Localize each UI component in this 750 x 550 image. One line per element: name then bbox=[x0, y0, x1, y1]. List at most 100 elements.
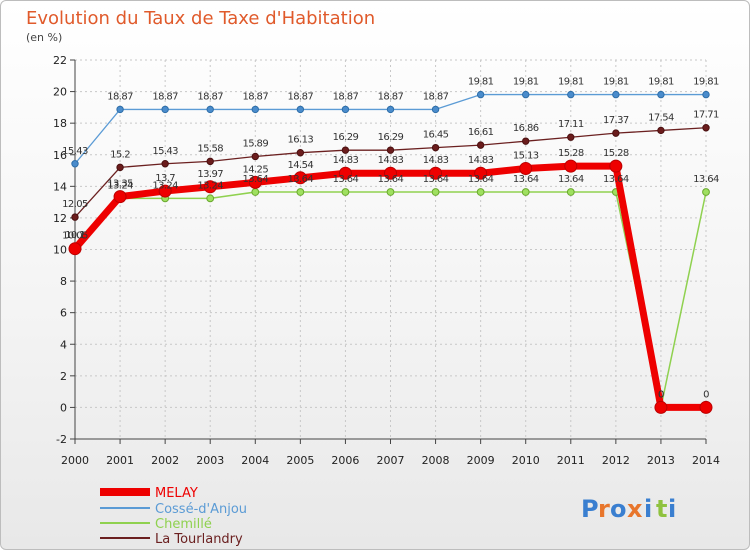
x-tick-label: 2002 bbox=[151, 454, 179, 467]
data-point bbox=[116, 163, 124, 172]
data-label: 13.64 bbox=[513, 174, 539, 185]
data-label: 13.97 bbox=[197, 169, 223, 180]
data-label: 17.37 bbox=[603, 115, 629, 126]
data-label: 15.89 bbox=[242, 138, 268, 149]
data-label: 13.24 bbox=[197, 180, 223, 191]
data-point bbox=[161, 105, 169, 114]
x-tick-label: 2007 bbox=[377, 454, 405, 467]
x-tick-label: 2008 bbox=[422, 454, 450, 467]
data-point bbox=[113, 190, 127, 204]
data-point bbox=[386, 188, 395, 196]
data-label: 14.54 bbox=[288, 160, 314, 171]
chart-title: Evolution du Taux de Taxe d'Habitation bbox=[26, 8, 375, 29]
data-label: 16.61 bbox=[468, 127, 494, 138]
data-point bbox=[296, 105, 305, 114]
data-label: 0 bbox=[703, 389, 709, 400]
y-tick-label: 8 bbox=[60, 275, 67, 288]
y-tick-label: 18 bbox=[53, 117, 67, 130]
data-label: 15.28 bbox=[558, 148, 584, 159]
data-point bbox=[341, 146, 350, 154]
data-point bbox=[429, 166, 443, 180]
data-label: 13.64 bbox=[378, 174, 404, 185]
logo-letter: r bbox=[598, 495, 610, 523]
data-label: 19.81 bbox=[648, 77, 674, 88]
data-label: 14.83 bbox=[333, 155, 359, 166]
data-point bbox=[566, 188, 575, 196]
y-tick-label: 22 bbox=[53, 54, 67, 67]
data-label: 18.87 bbox=[333, 91, 359, 102]
y-tick-label: 12 bbox=[53, 212, 67, 225]
data-point bbox=[203, 180, 217, 194]
data-label: 15.58 bbox=[197, 143, 223, 154]
data-point bbox=[474, 166, 488, 180]
data-label: 14.83 bbox=[468, 155, 494, 166]
x-tick-label: 2011 bbox=[557, 454, 585, 467]
data-label: 13.24 bbox=[107, 180, 133, 191]
data-point bbox=[206, 105, 214, 114]
data-point bbox=[68, 242, 82, 256]
data-point bbox=[521, 188, 530, 196]
data-point bbox=[386, 105, 395, 114]
data-label: 14.83 bbox=[423, 155, 449, 166]
data-label: 13.64 bbox=[558, 174, 584, 185]
data-label: 12.05 bbox=[62, 199, 88, 210]
data-label: 15.13 bbox=[513, 150, 539, 161]
x-tick-label: 2003 bbox=[196, 454, 224, 467]
data-label: 13.7 bbox=[155, 173, 175, 184]
data-point bbox=[476, 141, 485, 149]
data-label: 18.87 bbox=[197, 91, 223, 102]
data-point bbox=[609, 159, 623, 173]
data-point bbox=[206, 194, 215, 203]
y-tick-label: 6 bbox=[60, 307, 67, 320]
data-label: 15.28 bbox=[603, 148, 629, 159]
y-axis-label: (en %) bbox=[26, 31, 62, 44]
data-point bbox=[206, 157, 214, 166]
data-point bbox=[431, 188, 440, 196]
data-point bbox=[248, 175, 262, 189]
data-point bbox=[71, 160, 79, 168]
logo-letter: o bbox=[610, 495, 627, 523]
data-point bbox=[476, 188, 485, 196]
data-point bbox=[654, 400, 668, 414]
data-label: 13.64 bbox=[423, 174, 449, 185]
data-label: 10.05 bbox=[62, 231, 88, 242]
data-point bbox=[251, 105, 259, 114]
y-tick-label: 20 bbox=[53, 86, 67, 99]
logo-letter: i bbox=[668, 495, 676, 523]
data-label: 10.1 bbox=[65, 230, 85, 241]
x-tick-label: 2006 bbox=[331, 454, 359, 467]
data-point bbox=[567, 90, 575, 99]
data-point bbox=[657, 90, 665, 99]
data-point bbox=[384, 166, 397, 180]
data-label: 13.64 bbox=[693, 174, 719, 185]
data-label: 15.43 bbox=[152, 146, 178, 157]
y-tick-label: -2 bbox=[56, 433, 67, 446]
legend-label: La Tourlandry bbox=[155, 532, 243, 547]
data-label: 17.54 bbox=[648, 112, 674, 123]
data-label: 18.87 bbox=[152, 91, 178, 102]
data-point bbox=[702, 124, 710, 132]
data-label: 18.87 bbox=[242, 91, 268, 102]
y-tick-label: 16 bbox=[53, 149, 67, 162]
data-point bbox=[71, 213, 79, 221]
data-point bbox=[296, 188, 305, 196]
logo-letter: x bbox=[627, 495, 643, 523]
y-tick-label: 0 bbox=[60, 401, 67, 414]
data-label: 18.87 bbox=[107, 91, 133, 102]
data-label: 14.25 bbox=[242, 164, 268, 175]
data-point bbox=[612, 129, 620, 137]
data-label: 18.87 bbox=[423, 91, 449, 102]
data-label: 19.81 bbox=[603, 77, 629, 88]
data-label: 19.81 bbox=[468, 77, 494, 88]
x-tick-label: 2010 bbox=[512, 454, 540, 467]
x-tick-label: 2013 bbox=[647, 454, 675, 467]
data-label: 16.45 bbox=[423, 130, 449, 141]
data-label: 15.43 bbox=[62, 146, 88, 157]
data-point bbox=[612, 90, 620, 99]
x-tick-label: 2000 bbox=[61, 454, 89, 467]
data-point bbox=[386, 146, 395, 154]
data-point bbox=[567, 133, 575, 141]
legend-label: Cossé-d'Anjou bbox=[155, 502, 247, 517]
data-label: 18.87 bbox=[378, 91, 404, 102]
y-tick-label: 4 bbox=[60, 338, 67, 351]
